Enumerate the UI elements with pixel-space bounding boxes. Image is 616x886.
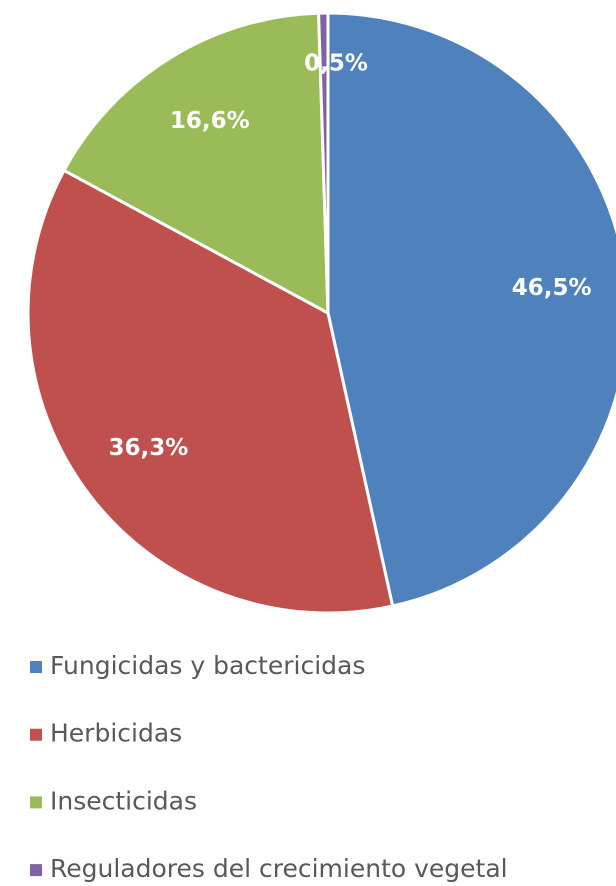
legend-label: Herbicidas: [50, 719, 182, 748]
data-label: 46,5%: [512, 275, 592, 301]
data-label: 0,5%: [304, 51, 368, 77]
data-label: 36,3%: [108, 435, 188, 461]
legend-swatch: [30, 728, 42, 741]
pie-slice: [62, 11, 330, 316]
pie-slice: [326, 11, 616, 608]
legend-swatch: [30, 796, 42, 809]
legend-swatch: [30, 864, 42, 877]
legend-label: Insecticidas: [50, 786, 197, 815]
legend-label: Fungicidas y bactericidas: [50, 651, 365, 680]
pie-slice: [317, 11, 330, 314]
pie-slice: [26, 168, 395, 615]
legend-label: Reguladores del crecimiento vegetal: [50, 854, 508, 883]
data-label: 16,6%: [170, 108, 250, 134]
legend-swatch: [30, 661, 42, 673]
